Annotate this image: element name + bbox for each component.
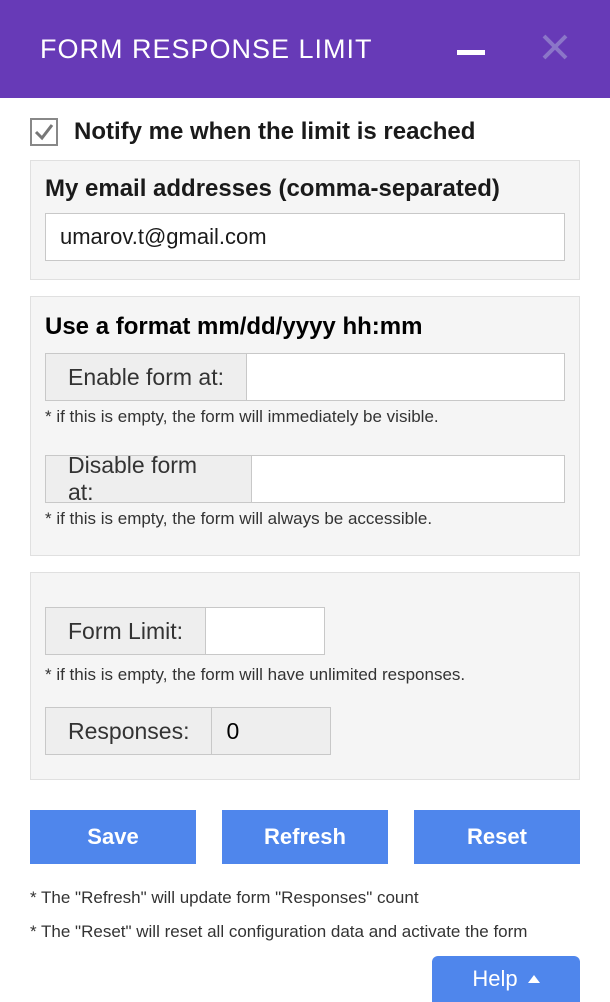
button-row: Save Refresh Reset bbox=[30, 810, 580, 864]
disable-form-input[interactable] bbox=[251, 455, 565, 503]
form-limit-input[interactable] bbox=[205, 607, 325, 655]
form-limit-row: Form Limit: bbox=[45, 607, 325, 655]
disable-form-row: Disable form at: bbox=[45, 455, 565, 503]
schedule-panel-title: Use a format mm/dd/yyyy hh:mm bbox=[45, 313, 565, 341]
help-button[interactable]: Help bbox=[432, 956, 580, 1002]
email-panel-title: My email addresses (comma-separated) bbox=[45, 175, 565, 203]
notify-checkbox[interactable] bbox=[30, 118, 58, 146]
footnote-refresh: * The "Refresh" will update form "Respon… bbox=[30, 888, 580, 908]
email-input[interactable] bbox=[45, 213, 565, 261]
disable-form-label: Disable form at: bbox=[45, 455, 251, 503]
enable-form-label: Enable form at: bbox=[45, 353, 246, 401]
responses-value: 0 bbox=[211, 707, 331, 755]
form-limit-label: Form Limit: bbox=[45, 607, 205, 655]
enable-form-row: Enable form at: bbox=[45, 353, 565, 401]
form-limit-hint: * if this is empty, the form will have u… bbox=[45, 665, 565, 685]
limit-panel: Form Limit: * if this is empty, the form… bbox=[30, 572, 580, 780]
caret-up-icon bbox=[528, 975, 540, 983]
dialog-header: FORM RESPONSE LIMIT bbox=[0, 0, 610, 98]
enable-form-hint: * if this is empty, the form will immedi… bbox=[45, 407, 565, 427]
footnote-reset: * The "Reset" will reset all configurati… bbox=[30, 922, 580, 942]
help-label: Help bbox=[472, 966, 517, 992]
responses-label: Responses: bbox=[45, 707, 211, 755]
notify-row: Notify me when the limit is reached bbox=[30, 108, 580, 160]
reset-button[interactable]: Reset bbox=[414, 810, 580, 864]
disable-form-hint: * if this is empty, the form will always… bbox=[45, 509, 565, 529]
schedule-panel: Use a format mm/dd/yyyy hh:mm Enable for… bbox=[30, 296, 580, 556]
minimize-icon[interactable] bbox=[457, 50, 485, 55]
enable-form-input[interactable] bbox=[246, 353, 565, 401]
save-button[interactable]: Save bbox=[30, 810, 196, 864]
dialog-title: FORM RESPONSE LIMIT bbox=[40, 34, 373, 65]
refresh-button[interactable]: Refresh bbox=[222, 810, 388, 864]
email-panel: My email addresses (comma-separated) bbox=[30, 160, 580, 280]
responses-row: Responses: 0 bbox=[45, 707, 331, 755]
notify-label: Notify me when the limit is reached bbox=[74, 118, 475, 146]
close-icon[interactable] bbox=[540, 32, 570, 62]
